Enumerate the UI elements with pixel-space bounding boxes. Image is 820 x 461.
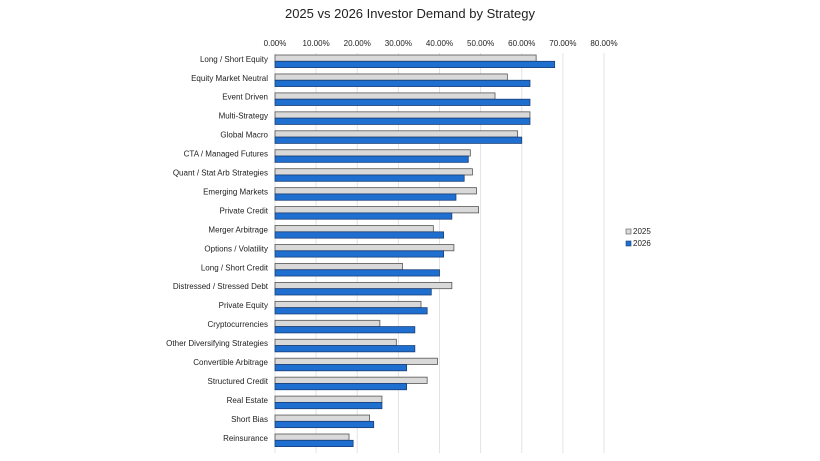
bar-2026 [274, 174, 465, 182]
bar-2025 [274, 54, 537, 62]
bar-2026 [274, 231, 445, 239]
bar-2026 [274, 307, 428, 315]
bar-2026 [274, 288, 432, 296]
x-tick-label: 10.00% [303, 39, 330, 48]
legend-swatch [625, 228, 632, 235]
bar-2025 [274, 433, 350, 441]
bar-2025 [274, 73, 508, 81]
bar-2025 [274, 168, 473, 176]
bars [274, 54, 556, 447]
bar-2026 [274, 60, 556, 68]
category-label: Global Macro [220, 131, 268, 140]
bar-2026 [274, 117, 531, 125]
legend-label: 2026 [633, 239, 651, 248]
legend-label: 2025 [633, 227, 651, 236]
x-tick-label: 40.00% [426, 39, 453, 48]
category-label: Short Bias [231, 415, 268, 424]
category-label: Cryptocurrencies [208, 320, 268, 329]
bar-2026 [274, 212, 453, 220]
category-label: Event Driven [222, 93, 268, 102]
bar-2025 [274, 244, 455, 252]
category-label: Options / Volatility [204, 244, 268, 253]
bar-2025 [274, 130, 519, 138]
bar-2025 [274, 395, 383, 403]
x-axis-ticks: 0.00% 10.00% 20.00% 30.00% 40.00% 50.00% 60.00… [264, 39, 618, 48]
x-tick-label: 70.00% [549, 39, 576, 48]
bar-2025 [274, 225, 434, 233]
x-tick-label: 50.00% [467, 39, 494, 48]
bar-2026 [274, 364, 408, 372]
category-label: Distressed / Stressed Debt [173, 282, 269, 291]
bar-2026 [274, 383, 408, 391]
bar-2026 [274, 193, 457, 201]
bar-2026 [274, 79, 531, 87]
category-labels: Long / Short Equity Equity Market Neutral… [166, 55, 269, 443]
category-label: Quant / Stat Arb Strategies [173, 169, 268, 178]
category-label: Real Estate [227, 396, 269, 405]
legend-swatch [625, 240, 632, 247]
category-label: Private Credit [220, 206, 269, 215]
bar-2025 [274, 376, 428, 384]
category-label: Structured Credit [208, 377, 269, 386]
category-label: Other Diversifying Strategies [166, 339, 268, 348]
category-label: Emerging Markets [203, 187, 268, 196]
category-label: Long / Short Equity [200, 55, 268, 64]
category-label: Long / Short Credit [201, 263, 269, 272]
bar-2025 [274, 338, 397, 346]
x-tick-label: 30.00% [385, 39, 412, 48]
category-label: Reinsurance [223, 434, 268, 443]
x-tick-label: 80.00% [590, 39, 617, 48]
bar-2026 [274, 155, 469, 163]
bar-2025 [274, 281, 453, 290]
bar-2025 [274, 149, 471, 157]
category-label: Private Equity [219, 301, 268, 310]
x-tick-label: 60.00% [508, 39, 535, 48]
bar-2026 [274, 98, 531, 106]
bar-2026 [274, 439, 354, 447]
bar-2026 [274, 326, 416, 334]
category-label: Multi-Strategy [219, 112, 268, 121]
category-label: CTA / Managed Futures [184, 150, 268, 159]
category-label: Equity Market Neutral [191, 74, 268, 83]
bar-2025 [274, 111, 531, 119]
category-label: Convertible Arbitrage [193, 358, 268, 367]
bar-2026 [274, 345, 416, 353]
bar-2025 [274, 414, 370, 422]
x-tick-label: 0.00% [264, 39, 287, 48]
bar-2026 [274, 269, 440, 277]
category-label: Merger Arbitrage [208, 225, 268, 234]
chart-title: 2025 vs 2026 Investor Demand by Strategy [285, 6, 536, 21]
bar-2025 [274, 319, 381, 327]
bar-2025 [274, 300, 422, 309]
bar-2025 [274, 206, 479, 214]
bar-2025 [274, 263, 403, 271]
bar-2025 [274, 92, 496, 100]
legend: 2025 2026 [625, 227, 651, 248]
bar-2026 [274, 136, 523, 144]
bar-2025 [274, 357, 438, 365]
bar-2026 [274, 401, 383, 410]
bar-2026 [274, 420, 375, 429]
x-tick-label: 20.00% [344, 39, 371, 48]
bar-2026 [274, 250, 445, 258]
bar-2025 [274, 187, 477, 195]
